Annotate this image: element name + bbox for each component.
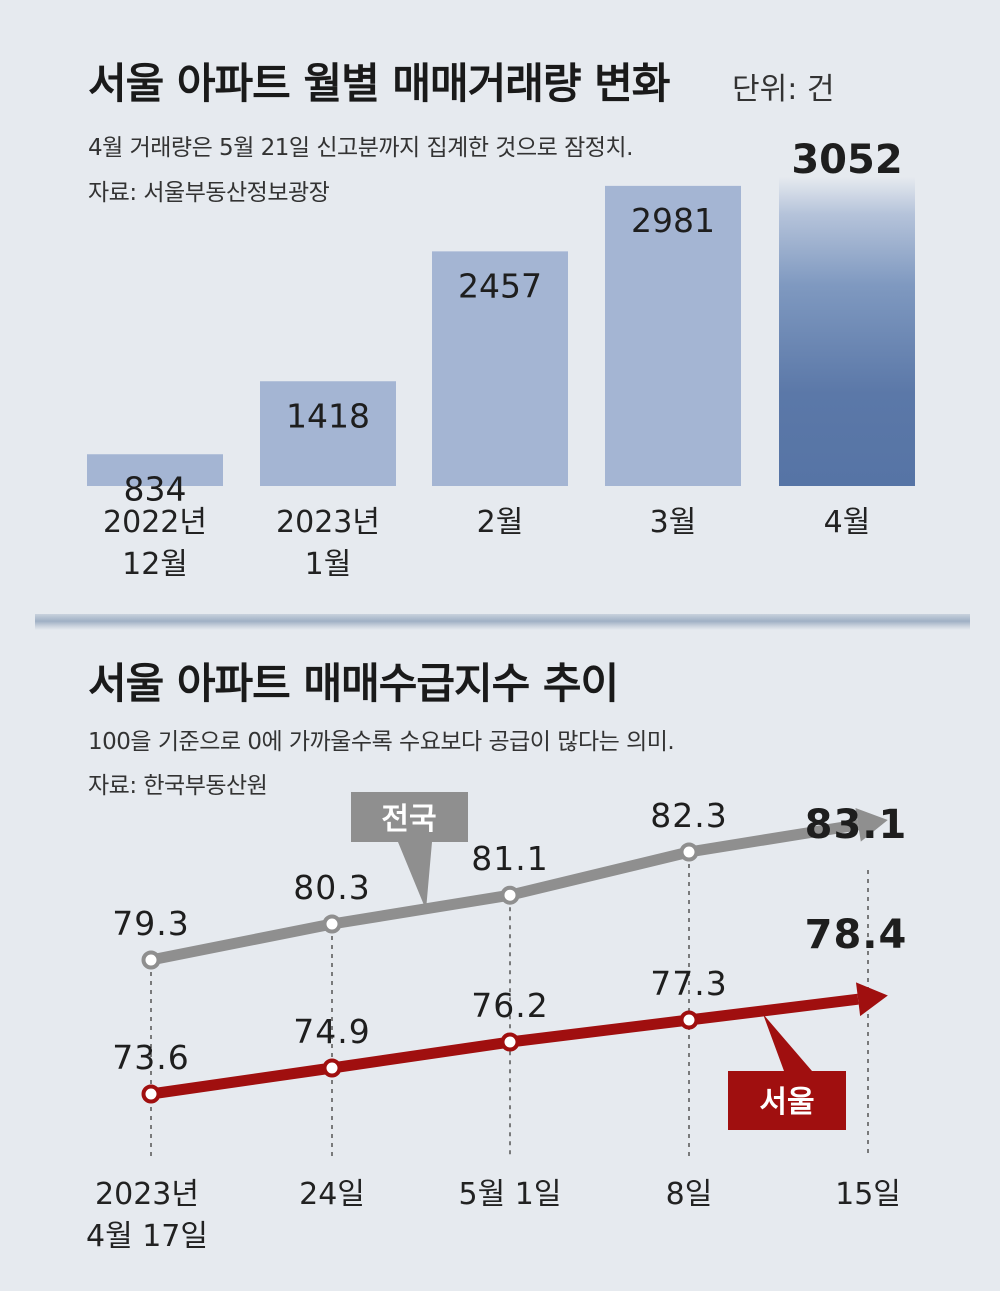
x-label-3: 8일 [666, 1177, 713, 1212]
bar-chart-note: 4월 거래량은 5월 21일 신고분까지 집계한 것으로 잠정치. [88, 135, 633, 161]
point-seoul-1 [322, 1058, 342, 1078]
legend-label-national: 전국 [381, 802, 436, 837]
bar-category-label-1: 2023년 [276, 505, 380, 540]
bar-chart-unit: 단위: 건 [732, 72, 835, 107]
bar-value-label-0: 834 [124, 469, 187, 508]
bar-category-sublabel-0: 12월 [122, 547, 188, 582]
x-label-2: 5월 1일 [459, 1177, 562, 1212]
legend-callout-seoul [728, 1014, 846, 1130]
bar-1 [260, 381, 396, 486]
bar-category-label-0: 2022년 [103, 505, 207, 540]
value-label-national-0: 79.3 [112, 904, 189, 943]
bar-category-label-2: 2월 [477, 505, 524, 540]
x-label-4: 15일 [835, 1177, 901, 1212]
point-national-0 [141, 950, 161, 970]
point-seoul-2 [500, 1032, 520, 1052]
legend-callout-national [351, 792, 468, 910]
point-national-2 [500, 885, 520, 905]
value-label-national-1: 80.3 [293, 868, 370, 907]
line-chart-source: 자료: 한국부동산원 [88, 773, 268, 799]
point-national-1 [322, 914, 342, 934]
value-label-national-3: 82.3 [650, 796, 727, 835]
value-label-seoul-3: 77.3 [650, 964, 727, 1003]
bar-value-label-4: 3052 [791, 137, 902, 183]
bar-value-label-3: 2981 [631, 201, 715, 240]
legend-label-seoul: 서울 [759, 1085, 814, 1120]
line-chart-title: 서울 아파트 매매수급지수 추이 [88, 659, 619, 708]
series-arrowhead-seoul [856, 982, 888, 1017]
bar-0 [87, 454, 223, 486]
bar-chart-title: 서울 아파트 월별 매매거래량 변화 [88, 59, 670, 108]
bar-value-label-1: 1418 [286, 396, 370, 435]
value-label-seoul-4: 78.4 [805, 912, 908, 958]
bar-category-label-3: 3월 [650, 505, 697, 540]
value-label-seoul-1: 74.9 [293, 1012, 370, 1051]
x-label-1: 24일 [299, 1177, 365, 1212]
section-divider [35, 614, 970, 630]
x-label-0: 2023년 [95, 1177, 199, 1212]
point-seoul-3 [679, 1010, 699, 1030]
bar-chart-source: 자료: 서울부동산정보광장 [88, 180, 330, 206]
point-national-3 [679, 842, 699, 862]
value-label-seoul-2: 76.2 [471, 986, 548, 1025]
bar-4 [779, 177, 915, 486]
bar-3 [605, 185, 741, 486]
value-label-seoul-0: 73.6 [112, 1038, 189, 1077]
value-label-national-2: 81.1 [471, 839, 548, 878]
bar-category-label-4: 4월 [824, 505, 871, 540]
bar-category-sublabel-1: 1월 [305, 547, 352, 582]
bar-2 [432, 251, 568, 486]
point-seoul-0 [141, 1084, 161, 1104]
line-chart-note: 100을 기준으로 0에 가까울수록 수요보다 공급이 많다는 의미. [88, 729, 675, 755]
series-arrowhead-national [855, 808, 888, 842]
x-sublabel-0: 4월 17일 [86, 1219, 208, 1254]
value-label-national-4: 83.1 [805, 802, 908, 848]
bar-value-label-2: 2457 [458, 266, 542, 305]
